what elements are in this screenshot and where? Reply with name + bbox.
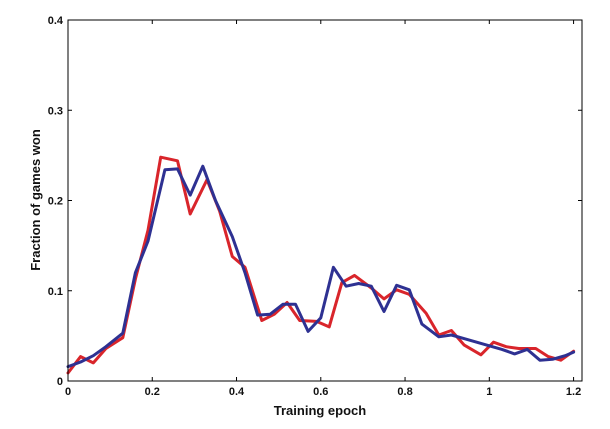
y-tick-label: 0.3 (48, 105, 63, 117)
series-line-2 (66, 164, 576, 369)
y-tick-label: 0.4 (48, 15, 64, 27)
x-tick-label: 1.2 (566, 386, 581, 398)
y-tick-label: 0.1 (48, 286, 63, 298)
x-axis-title: Training epoch (274, 403, 367, 418)
ticks-layer: 0 0.2 0.4 0.6 0.8 1 1.2 0 0.1 0.2 0.3 0.4 (48, 15, 582, 398)
y-axis-title: Fraction of games won (28, 129, 43, 271)
x-tick-label: 0.6 (313, 386, 328, 398)
x-tick-label: 1 (486, 386, 492, 398)
x-tick-label: 0 (65, 386, 71, 398)
series-layer (66, 155, 576, 375)
y-tick-label: 0 (57, 376, 63, 388)
x-tick-label: 0.2 (145, 386, 160, 398)
x-tick-label: 0.4 (229, 386, 245, 398)
plot-frame (67, 19, 583, 382)
series-line-1 (66, 155, 576, 375)
x-tick-label: 0.8 (397, 386, 412, 398)
y-tick-label: 0.2 (48, 196, 63, 208)
